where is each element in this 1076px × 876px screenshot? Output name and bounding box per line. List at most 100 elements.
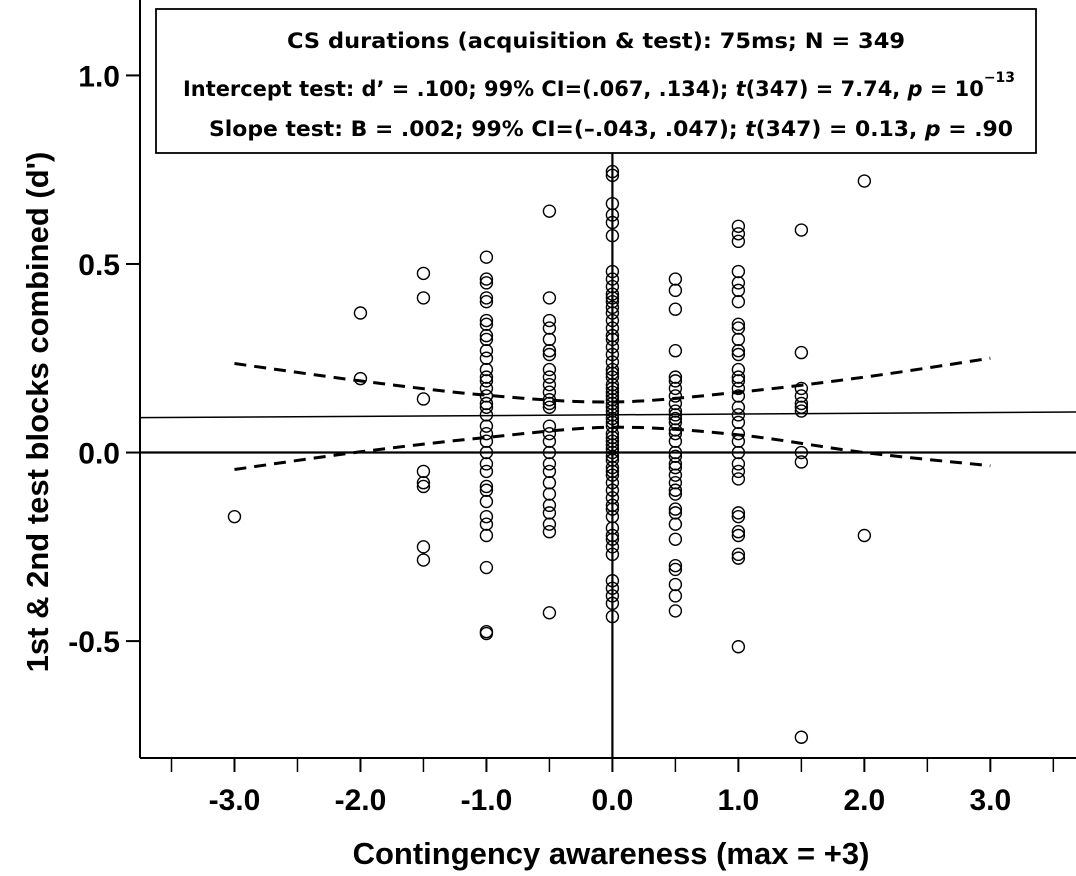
data-point [605,540,620,554]
x-tick-label: 1.0 [718,784,760,817]
data-point [479,479,494,494]
annotation-line-2-p: p [907,77,923,101]
data-point [542,426,557,441]
data-point [731,264,746,279]
annotation-line-2-prefix: Intercept test: d’ = .100; 99% CI=(.067,… [183,77,736,101]
data-point [731,381,746,396]
data-point [542,344,557,358]
data-point [794,223,809,237]
data-point [605,313,620,328]
data-point [542,506,557,520]
data-point [479,517,494,531]
data-point [605,332,620,347]
data-point [605,581,620,595]
data-point [731,283,746,298]
y-axis-title: 1st & 2nd test blocks combined (d') [20,152,55,673]
data-point [416,540,431,554]
data-point [731,317,746,332]
y-tick-label: 1.0 [78,60,120,93]
data-point [479,313,494,328]
data-point [731,464,746,479]
data-point [479,374,494,388]
data-point [794,381,809,396]
x-tick-label: 3.0 [969,784,1011,817]
data-point [542,419,557,433]
data-point [227,509,242,524]
annotation-line-2-exp: −13 [984,70,1015,86]
data-point [542,313,557,328]
data-point [479,464,494,479]
annotation-line-2-mid: (347) = 7.74, [746,77,908,101]
data-point [731,525,746,539]
data-point [668,272,683,286]
data-point [731,400,746,414]
y-tick-label: 0.5 [78,249,120,282]
data-point [731,506,746,520]
data-point [416,392,431,406]
data-point [731,509,746,524]
data-point [542,400,557,414]
data-point [668,577,683,592]
axes [139,0,1076,759]
x-axis-title: Contingency awareness (max = +3) [353,836,870,871]
data-point [668,381,683,396]
data-point [668,487,683,501]
data-point [542,476,557,490]
data-point [668,408,683,422]
data-point [479,400,494,414]
data-point [668,344,683,358]
data-point [479,344,494,358]
data-point [731,276,746,290]
data-point [668,468,683,482]
data-point [605,347,620,362]
data-point [794,730,809,744]
data-point [668,532,683,546]
data-point [479,434,494,448]
data-point [479,276,494,290]
data-point [479,351,494,365]
data-point [605,362,620,377]
data-point [542,393,557,407]
data-point [731,547,746,562]
data-point [857,528,872,543]
data-point [731,234,746,249]
data-point [731,472,746,486]
data-point [668,426,683,441]
data-point [731,415,746,430]
data-point [479,294,494,309]
data-point [668,389,683,403]
data-point [668,604,683,618]
data-point [479,250,494,264]
data-point [416,476,431,490]
data-point [542,332,557,347]
data-point [668,589,683,603]
data-point [857,174,872,188]
data-point [794,455,809,469]
data-point [668,374,683,388]
data-point [668,460,683,475]
data-point [542,396,557,411]
data-point [479,291,494,305]
data-point [605,208,620,222]
data-point [416,553,431,567]
data-point [668,558,683,573]
annotation-line-3-mid: (347) = 0.13, [756,117,925,141]
data-point [479,494,494,509]
data-point [605,596,620,611]
data-point [605,483,620,497]
data-point [605,468,620,482]
data-point [794,345,809,360]
data-point [668,483,683,497]
data-point [416,479,431,494]
data-point [731,344,746,358]
data-point [605,264,620,279]
data-point [542,525,557,539]
data-point [542,464,557,479]
data-point [794,396,809,411]
data-point [542,487,557,501]
data-points [227,164,872,744]
data-point [479,381,494,396]
stats-annotation-box: CS durations (acquisition & test): 75ms;… [155,8,1037,154]
